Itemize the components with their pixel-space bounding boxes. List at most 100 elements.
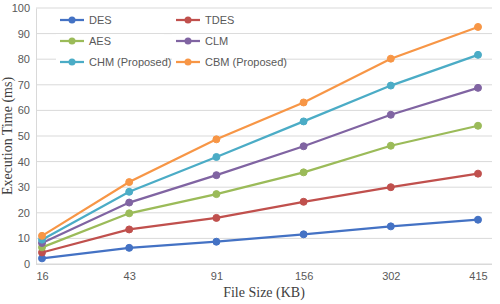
series-marker: [213, 238, 220, 245]
x-tick-label: 43: [124, 270, 136, 282]
x-tick: 91: [211, 264, 223, 282]
y-tick: 60: [18, 104, 36, 116]
y-tick-label: 30: [18, 181, 30, 193]
series-marker: [213, 136, 220, 143]
y-tick: 10: [18, 232, 36, 244]
series-marker: [387, 111, 394, 118]
series-marker: [126, 199, 133, 206]
series-line: [42, 126, 478, 248]
grid-line: [36, 161, 492, 162]
legend-label: DES: [89, 14, 112, 26]
series: [39, 23, 482, 239]
legend-marker: [69, 17, 76, 24]
series-marker: [300, 99, 307, 106]
series-marker: [126, 244, 133, 251]
legend-marker: [69, 59, 76, 66]
y-tick: 50: [18, 130, 36, 142]
x-tick-label: 302: [382, 270, 400, 282]
legend-background: [56, 34, 164, 48]
legend-item: CHM (Proposed): [56, 55, 172, 69]
legend-item: AES: [56, 34, 164, 48]
legend-marker: [185, 38, 192, 45]
series-marker: [126, 210, 133, 217]
legend-background: [56, 13, 164, 27]
y-tick-label: 90: [18, 28, 30, 40]
series-marker: [126, 188, 133, 195]
series-line: [42, 27, 478, 236]
x-axis-title: File Size (KB): [223, 285, 305, 301]
legend-label: CLM: [205, 35, 228, 47]
series-marker: [213, 153, 220, 160]
grid: [36, 8, 492, 264]
legend-item: CLM: [172, 34, 280, 48]
series-marker: [475, 84, 482, 91]
legend-marker: [185, 17, 192, 24]
x-tick-label: 91: [211, 270, 223, 282]
legend-background: [172, 13, 280, 27]
series-marker: [39, 232, 46, 239]
series-marker: [475, 122, 482, 129]
plot-area: [39, 23, 482, 261]
y-tick: 80: [18, 53, 36, 65]
y-tick: 0: [24, 258, 36, 270]
x-axis: 16 43 91 156 302 415: [36, 264, 492, 282]
x-tick: 415: [469, 264, 487, 282]
y-tick-label: 50: [18, 130, 30, 142]
grid-line: [36, 110, 492, 111]
series-marker: [126, 179, 133, 186]
legend: DES TDES AES CLM CHM (Proposed) CBM (Proposed…: [56, 13, 287, 69]
series-line: [42, 220, 478, 259]
series-marker: [387, 82, 394, 89]
series-marker: [213, 214, 220, 221]
legend-marker: [185, 59, 192, 66]
series-marker: [300, 169, 307, 176]
legend-marker: [69, 38, 76, 45]
series-marker: [387, 142, 394, 149]
y-tick: 30: [18, 181, 36, 193]
y-tick: 20: [18, 207, 36, 219]
legend-item: CBM (Proposed): [172, 55, 287, 69]
grid-line: [36, 33, 492, 34]
x-tick-label: 156: [295, 270, 313, 282]
legend-background: [172, 34, 280, 48]
series: [39, 51, 482, 243]
grid-line: [36, 8, 492, 9]
y-tick-label: 100: [12, 2, 30, 14]
series-marker: [387, 184, 394, 191]
y-tick-label: 0: [24, 258, 30, 270]
series-marker: [475, 170, 482, 177]
series-marker: [387, 55, 394, 62]
x-axis-line: [36, 264, 492, 265]
series-line: [42, 55, 478, 240]
y-tick: 70: [18, 79, 36, 91]
chart: 0 10 20 30 40 50 60 70 80 90 100 16 43 91 156 302 415 Fil…: [0, 0, 500, 304]
y-tick-label: 10: [18, 232, 30, 244]
series-marker: [300, 118, 307, 125]
y-axis-line: [36, 9, 37, 265]
y-axis-title: Execution Time (ms): [0, 77, 16, 196]
grid-line: [36, 264, 492, 265]
y-tick-label: 20: [18, 207, 30, 219]
y-axis: 0 10 20 30 40 50 60 70 80 90 100: [12, 2, 37, 270]
legend-label: AES: [89, 35, 111, 47]
x-tick-label: 16: [36, 270, 48, 282]
legend-item: TDES: [172, 13, 280, 27]
series-marker: [300, 143, 307, 150]
series-marker: [300, 198, 307, 205]
legend-label: CHM (Proposed): [89, 56, 172, 68]
y-tick: 40: [18, 156, 36, 168]
series-marker: [475, 23, 482, 30]
grid-line: [36, 187, 492, 188]
x-tick: 302: [382, 264, 400, 282]
x-tick: 16: [36, 264, 48, 282]
y-tick-label: 40: [18, 156, 30, 168]
legend-label: TDES: [205, 14, 234, 26]
series: [39, 84, 482, 246]
y-tick-label: 70: [18, 79, 30, 91]
grid-line: [36, 84, 492, 85]
series-marker: [387, 223, 394, 230]
grid-line: [36, 136, 492, 137]
legend-label: CBM (Proposed): [205, 56, 287, 68]
y-tick-label: 80: [18, 53, 30, 65]
x-tick: 43: [124, 264, 136, 282]
